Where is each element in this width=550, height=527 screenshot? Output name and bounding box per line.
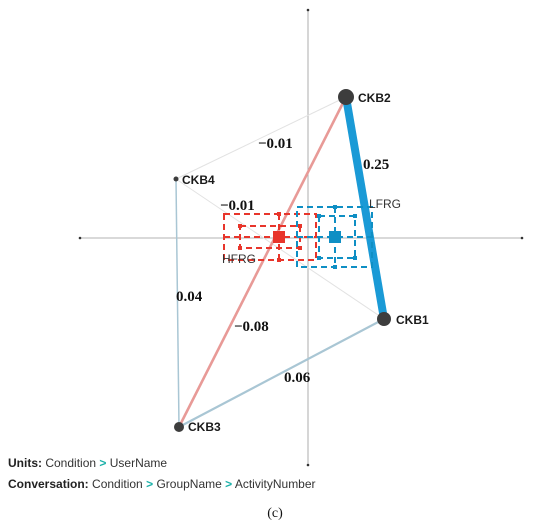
edge-ckb3-ckb1 [178, 318, 385, 428]
hfrg-tick [298, 246, 302, 250]
y-axis-bottom-end [306, 463, 310, 467]
x-axis-right-end [520, 236, 524, 240]
units-separator: > [99, 456, 106, 470]
node-ckb4-marker [173, 176, 179, 182]
lfrg-tick [333, 265, 337, 269]
edge-ckb2-ckb4-weight: −0.01 [258, 136, 293, 152]
units-line: Units: Condition > UserName [8, 456, 167, 470]
hfrg-centroid-marker [273, 231, 285, 243]
conversation-path-2: ActivityNumber [235, 477, 316, 491]
x-axis-left-end [78, 236, 82, 240]
hfrg-tick-marks [238, 212, 302, 262]
hfrg-tick [298, 224, 302, 228]
edge-ckb4-ckb1-weight: −0.01 [220, 198, 255, 214]
node-ckb4-label: CKB4 [182, 173, 215, 187]
figure-caption: (c) [267, 506, 283, 521]
group-lfrg-label: LFRG [369, 197, 401, 211]
node-ckb3-marker [174, 422, 184, 432]
conversation-path-0: Condition [92, 477, 143, 491]
y-axis-top-end [306, 8, 310, 12]
node-ckb3-label: CKB3 [188, 420, 221, 434]
edge-ckb4-ckb3 [175, 178, 180, 428]
hfrg-tick [238, 224, 242, 228]
hfrg-tick [238, 246, 242, 250]
edge-ckb2-ckb1-weight: 0.25 [363, 157, 389, 173]
node-ckb2-label: CKB2 [358, 91, 391, 105]
units-key: Units: [8, 456, 42, 470]
group-hfrg-label: HFRG [222, 252, 256, 266]
edge-ckb2-ckb3-weight: −0.08 [234, 319, 269, 335]
nodes [173, 89, 391, 432]
edge-ckb3-ckb1-weight: 0.06 [284, 370, 311, 386]
edge-ckb2-ckb3 [177, 96, 348, 428]
hfrg-tick [277, 212, 281, 216]
lfrg-tick [317, 214, 321, 218]
edge-ckb2-ckb4 [175, 96, 347, 180]
edge-ckb4-ckb3-weight: 0.04 [176, 289, 203, 305]
conversation-key: Conversation: [8, 477, 89, 491]
edge-ckb2-ckb1 [342, 96, 388, 320]
node-ckb2-marker [338, 89, 354, 105]
hfrg-tick [277, 258, 281, 262]
node-ckb1-marker [377, 312, 391, 326]
lfrg-centroid-marker [329, 231, 341, 243]
lfrg-tick [353, 256, 357, 260]
node-ckb1-label: CKB1 [396, 313, 429, 327]
lfrg-tick-marks [317, 205, 357, 269]
lfrg-tick [333, 205, 337, 209]
conversation-path-1: GroupName [156, 477, 222, 491]
lfrg-tick [317, 256, 321, 260]
units-path-0: Condition [45, 456, 96, 470]
conversation-separator: > [225, 477, 232, 491]
lfrg-tick [353, 214, 357, 218]
units-path-1: UserName [110, 456, 168, 470]
conversation-line: Conversation: Condition > GroupName > Ac… [8, 477, 316, 491]
conversation-separator: > [146, 477, 153, 491]
